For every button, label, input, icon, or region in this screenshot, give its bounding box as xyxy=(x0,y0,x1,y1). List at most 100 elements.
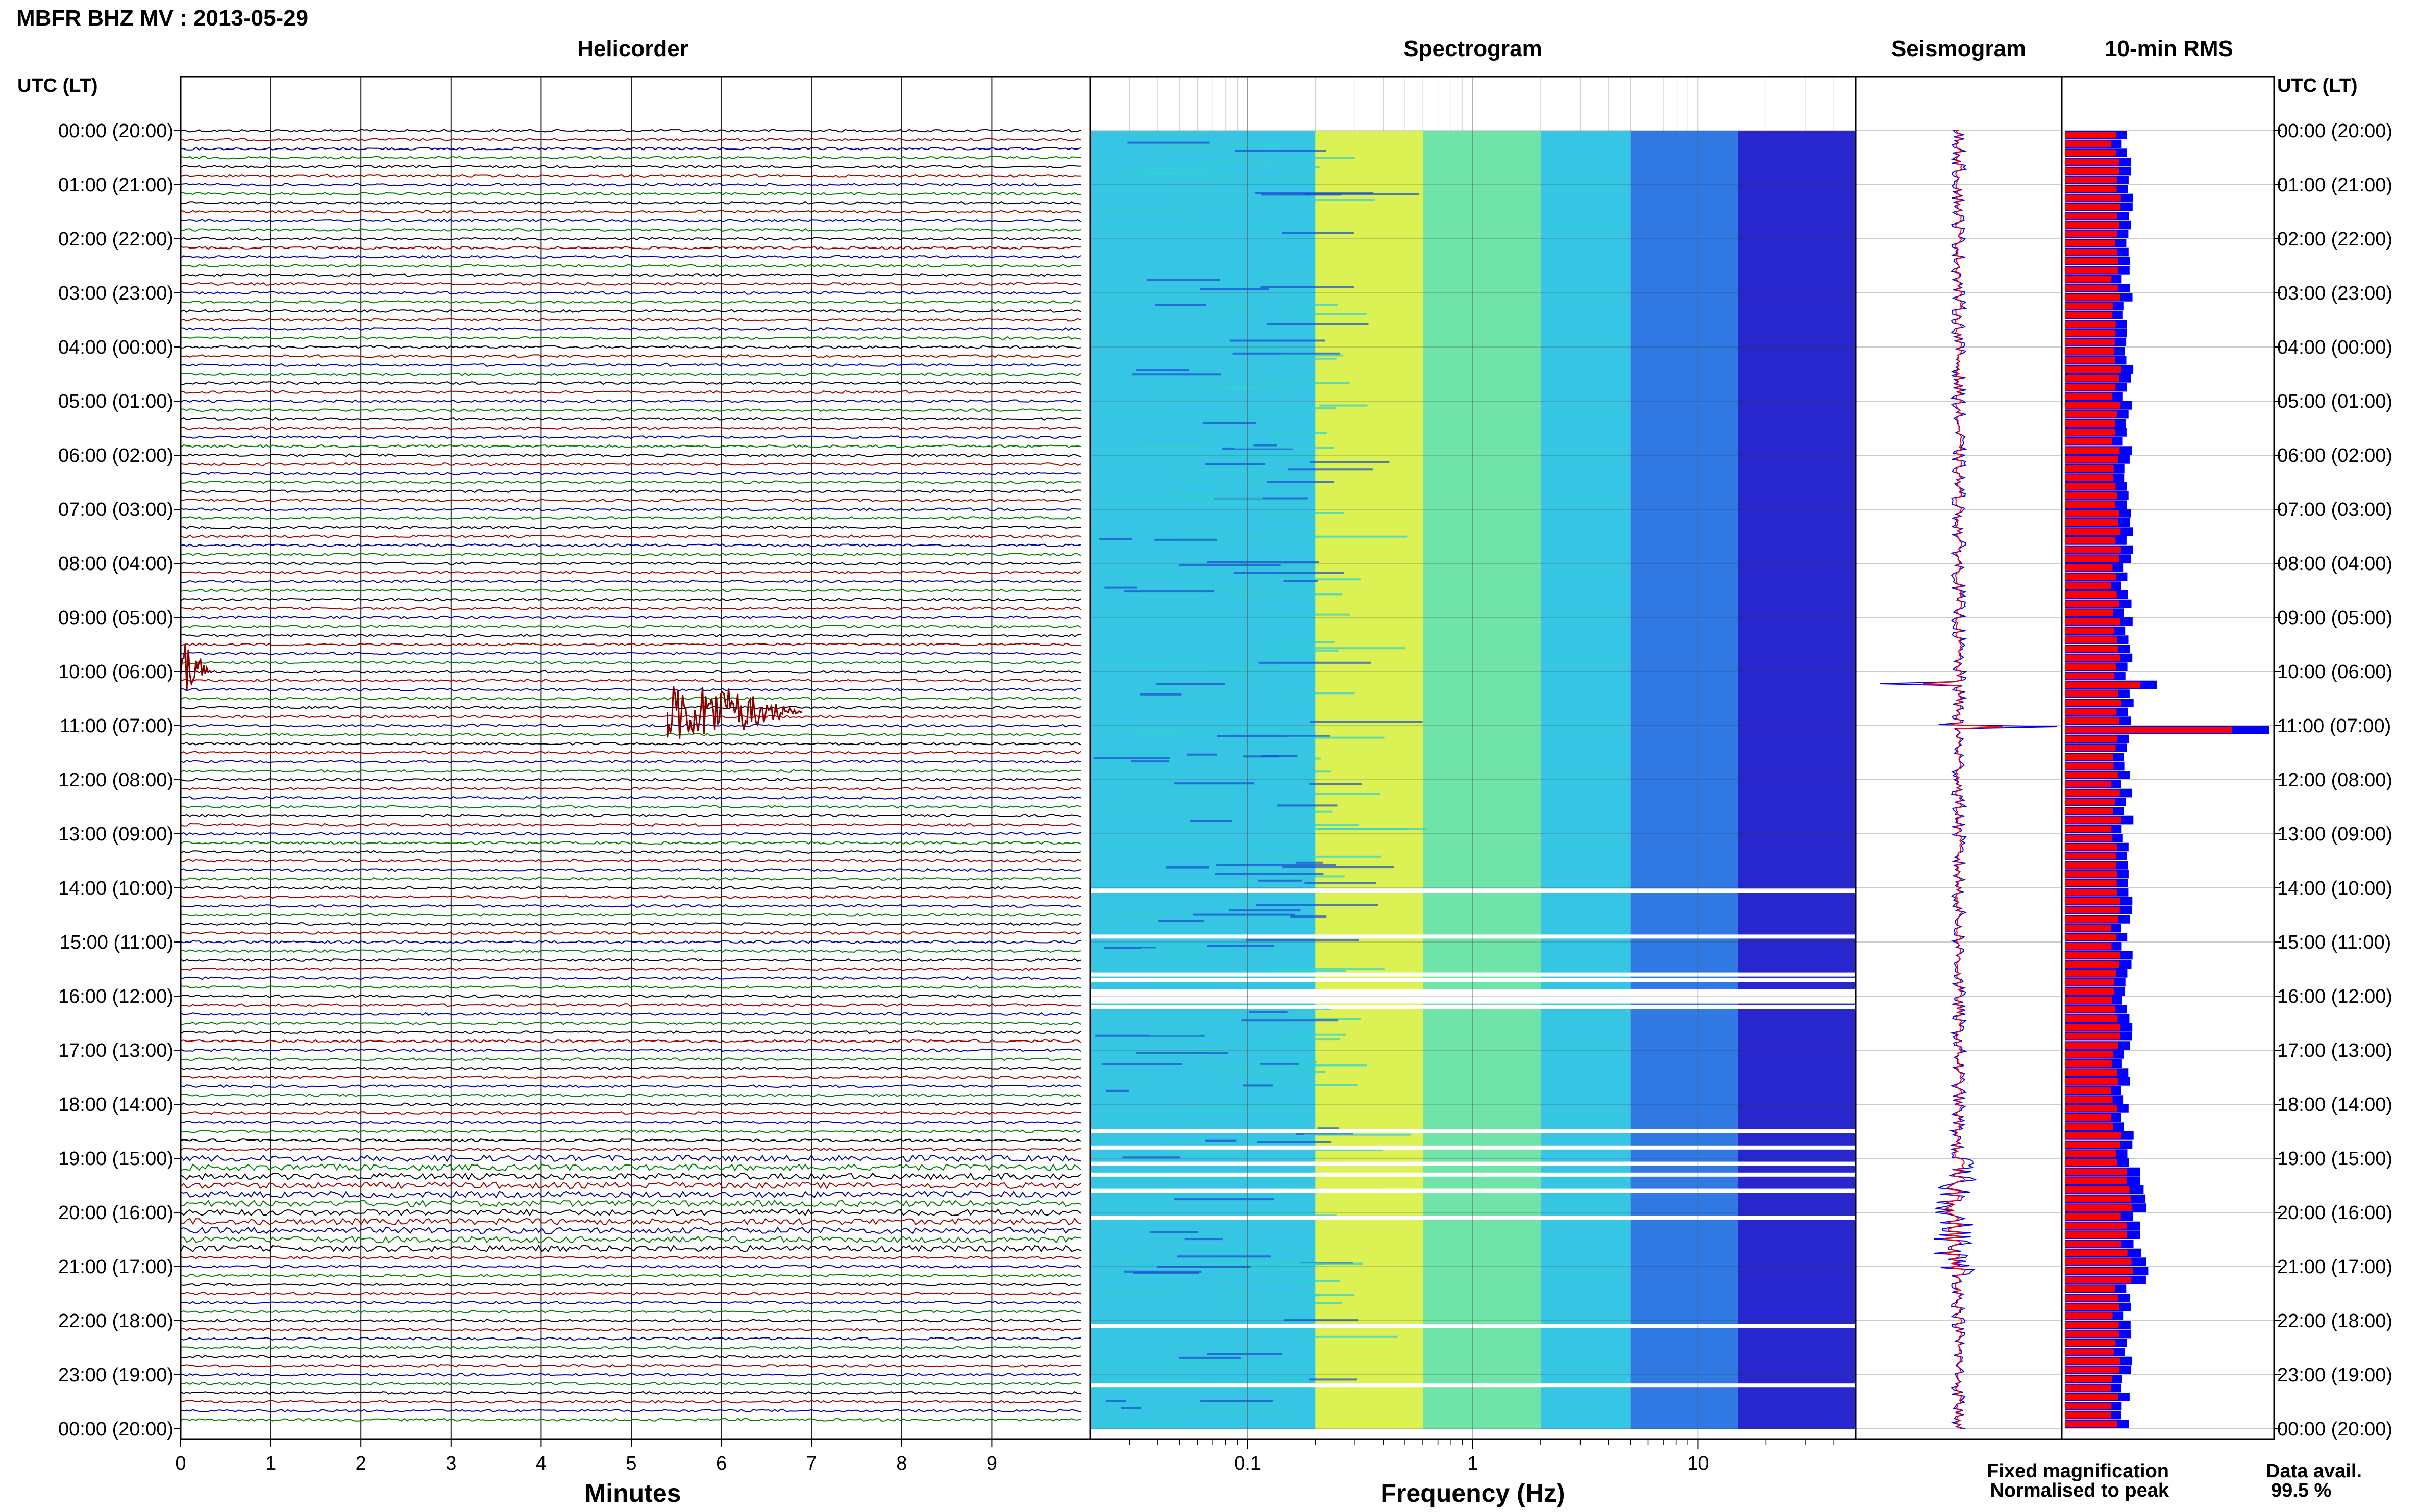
rms-bar-normalised xyxy=(2065,898,2120,905)
rms-bar-normalised xyxy=(2065,663,2116,670)
rms-bar-normalised xyxy=(2065,330,2116,337)
helicorder-trace xyxy=(181,264,1081,268)
helicorder-trace xyxy=(181,705,1081,710)
spectrogram-streak xyxy=(1193,1362,1254,1365)
rms-bar-normalised xyxy=(2065,727,2232,733)
rms-bar-normalised xyxy=(2065,483,2116,490)
rms-bar-normalised xyxy=(2065,735,2118,742)
spectrogram-streak xyxy=(1285,875,1345,878)
helicorder-x-tick-label: 5 xyxy=(626,1453,636,1474)
rms-bar-normalised xyxy=(2065,1249,2128,1256)
helicorder-trace xyxy=(181,237,1081,241)
rms-bar-normalised xyxy=(2065,411,2117,418)
helicorder-trace xyxy=(181,1102,1081,1106)
rms-bar-normalised xyxy=(2065,204,2120,210)
helicorder-trace xyxy=(181,489,1081,493)
spectrogram-x-tick-label: 1 xyxy=(1467,1453,1478,1474)
spectrogram-streak xyxy=(1261,755,1298,757)
helicorder-trace xyxy=(181,1154,1081,1162)
helicorder-trace xyxy=(181,516,1081,520)
helicorder-trace xyxy=(181,904,1081,908)
rms-bar-normalised xyxy=(2065,609,2113,616)
helicorder-x-tick-label: 7 xyxy=(806,1453,817,1474)
spectrogram-streak xyxy=(1158,920,1204,922)
rms-bar-normalised xyxy=(2065,393,2113,400)
spectrogram-streak xyxy=(1183,497,1263,500)
hour-label-left: 13:00 (09:00) xyxy=(58,824,174,845)
spectrogram-streak xyxy=(1215,673,1249,676)
helicorder-trace xyxy=(181,1057,1081,1061)
helicorder-trace xyxy=(181,129,1081,133)
hour-label-left: 00:00 (20:00) xyxy=(58,1419,174,1440)
helicorder-trace xyxy=(181,525,1081,530)
spectrogram-streak xyxy=(1295,1008,1331,1010)
helicorder-trace xyxy=(181,255,1081,259)
rms-bar-normalised xyxy=(2065,402,2120,409)
hour-label-left: 03:00 (23:00) xyxy=(58,283,174,304)
rms-bar-normalised xyxy=(2065,1303,2119,1310)
spectrogram-streak xyxy=(1258,145,1281,147)
helicorder-trace xyxy=(181,1181,1081,1190)
spectrogram-streak xyxy=(1147,279,1220,281)
spectrogram-streak xyxy=(1229,970,1346,972)
hour-label-right: 00:00 (20:00) xyxy=(2277,120,2392,142)
spectrogram-streak xyxy=(1245,575,1275,577)
helicorder-trace xyxy=(181,1382,1081,1386)
spectrogram-streak xyxy=(1131,760,1170,763)
helicorder-trace xyxy=(181,453,1081,457)
rms-bar-normalised xyxy=(2065,474,2114,481)
helicorder-trace xyxy=(181,642,1081,647)
spectrogram-streak xyxy=(1299,1262,1363,1265)
spectrogram-streak xyxy=(1174,782,1254,785)
rms-bar-normalised xyxy=(2065,997,2112,1004)
spectrogram-streak xyxy=(1176,469,1260,472)
helicorder-trace xyxy=(181,759,1081,764)
spectrogram-streak xyxy=(1286,357,1337,360)
rms-bar-normalised xyxy=(2065,772,2118,778)
helicorder-trace xyxy=(181,561,1081,565)
legend-fixed-magnification: Fixed magnification xyxy=(1987,1460,2169,1482)
spectrogram-streak xyxy=(1283,580,1318,582)
hour-label-right: 16:00 (12:00) xyxy=(2277,986,2392,1007)
rms-bar-normalised xyxy=(2065,285,2118,291)
spectrogram-streak xyxy=(1214,873,1324,875)
spectrogram-streak xyxy=(1118,728,1179,730)
helicorder-trace xyxy=(181,1292,1081,1296)
rms-bar-normalised xyxy=(2065,438,2112,445)
spectrogram-streak xyxy=(1140,699,1242,702)
spectrogram-streak xyxy=(1133,1271,1199,1274)
spectrogram-streak xyxy=(1317,1127,1339,1130)
helicorder-trace xyxy=(181,877,1081,881)
spectrogram-streak xyxy=(1278,578,1361,581)
helicorder-trace xyxy=(181,1355,1081,1359)
helicorder-trace xyxy=(181,1346,1081,1350)
rms-bar-normalised xyxy=(2065,1340,2116,1346)
hour-label-right: 13:00 (09:00) xyxy=(2277,824,2392,845)
spectrogram-streak xyxy=(1093,764,1125,766)
rms-bar-normalised xyxy=(2065,835,2113,841)
rms-bar-normalised xyxy=(2065,591,2117,598)
rms-bar-normalised xyxy=(2065,627,2114,634)
spectrogram-streak xyxy=(1304,1335,1398,1338)
rms-bar-normalised xyxy=(2065,150,2116,156)
spectrogram-streak xyxy=(1214,1262,1301,1265)
rms-bar-normalised xyxy=(2065,267,2118,274)
spectrogram-streak xyxy=(1207,1353,1283,1355)
rms-bar-normalised xyxy=(2065,988,2114,995)
spectrogram-streak xyxy=(1158,388,1251,390)
helicorder-trace xyxy=(181,1093,1081,1097)
rms-bar-normalised xyxy=(2065,447,2120,454)
helicorder-trace xyxy=(181,399,1081,403)
spectrogram-streak xyxy=(1223,1269,1281,1272)
spectrogram-streak xyxy=(1162,413,1240,415)
spectrogram-panel xyxy=(1090,77,1856,1439)
rms-bar-normalised xyxy=(2065,799,2115,805)
hour-label-left: 02:00 (22:00) xyxy=(58,229,174,250)
spectrogram-streak xyxy=(1278,354,1344,357)
helicorder-trace xyxy=(181,318,1081,322)
rms-bar-normalised xyxy=(2065,907,2120,913)
spectrogram-streak xyxy=(1207,561,1319,563)
helicorder-trace xyxy=(181,1400,1081,1404)
helicorder-trace xyxy=(181,769,1081,773)
spectrogram-streak xyxy=(1129,1053,1203,1056)
